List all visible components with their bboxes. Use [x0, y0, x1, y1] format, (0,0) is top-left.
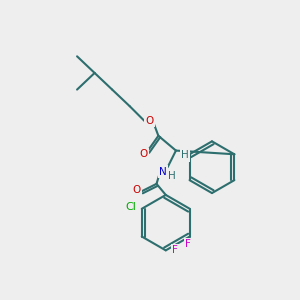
Text: F: F	[185, 239, 191, 249]
Text: N: N	[159, 167, 167, 177]
Text: H: H	[181, 150, 189, 160]
Text: Cl: Cl	[125, 202, 136, 212]
Text: O: O	[140, 149, 148, 159]
Text: O: O	[145, 116, 153, 126]
Text: O: O	[132, 185, 140, 195]
Text: H: H	[168, 171, 176, 182]
Text: F: F	[172, 245, 178, 255]
